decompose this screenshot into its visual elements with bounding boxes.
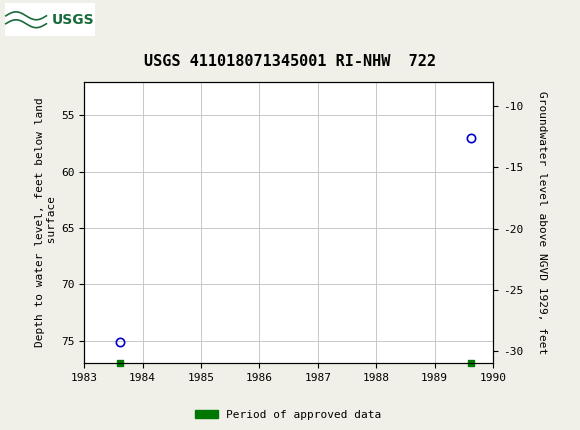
- Bar: [5, 3, 95, 37]
- Y-axis label: Depth to water level, feet below land
 surface: Depth to water level, feet below land su…: [35, 98, 57, 347]
- Text: USGS 411018071345001 RI-NHW  722: USGS 411018071345001 RI-NHW 722: [144, 54, 436, 69]
- Y-axis label: Groundwater level above NGVD 1929, feet: Groundwater level above NGVD 1929, feet: [537, 91, 547, 354]
- Text: USGS: USGS: [52, 13, 95, 27]
- Legend: Period of approved data: Period of approved data: [191, 405, 386, 424]
